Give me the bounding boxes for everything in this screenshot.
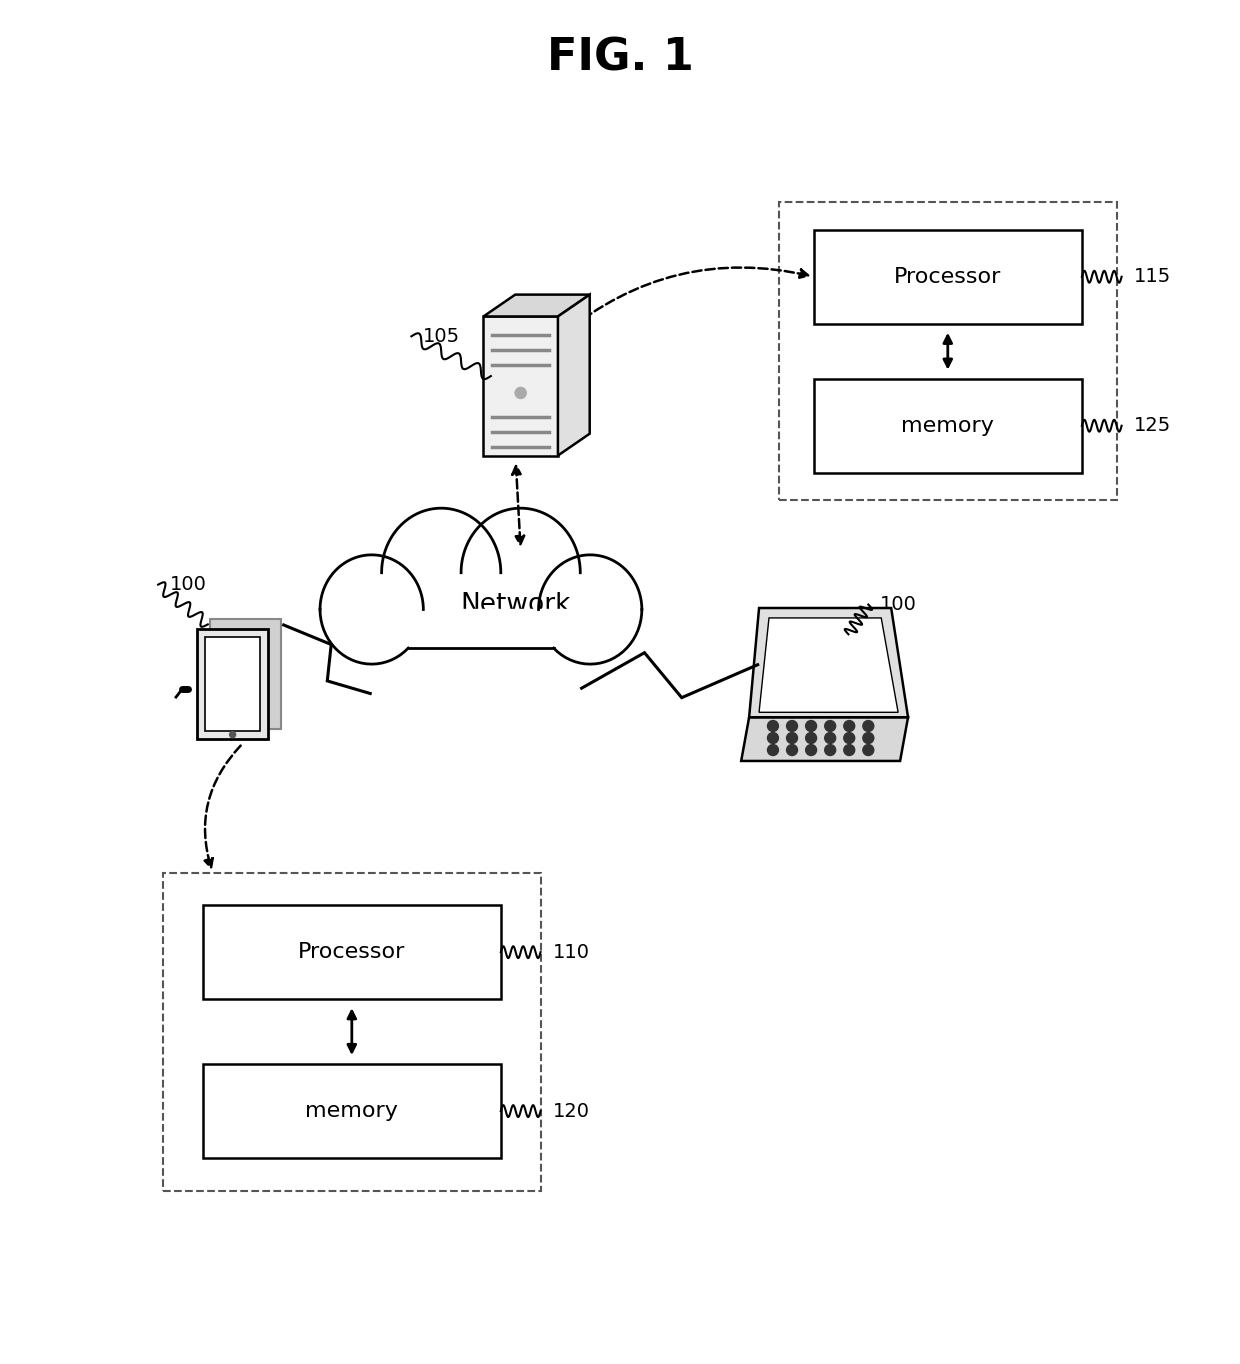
Text: 125: 125	[1133, 416, 1171, 435]
Polygon shape	[484, 295, 590, 316]
Circle shape	[825, 720, 836, 731]
Circle shape	[863, 732, 874, 743]
Circle shape	[806, 720, 817, 731]
Bar	[205, 637, 260, 731]
Polygon shape	[484, 316, 558, 456]
Text: 105: 105	[423, 327, 460, 346]
Polygon shape	[749, 608, 908, 717]
Text: memory: memory	[901, 416, 994, 435]
Bar	[813, 379, 1081, 473]
Circle shape	[843, 745, 854, 756]
Bar	[312, 610, 650, 689]
Circle shape	[863, 745, 874, 756]
Circle shape	[229, 731, 236, 738]
Circle shape	[768, 720, 779, 731]
Text: 100: 100	[880, 595, 918, 614]
Ellipse shape	[461, 509, 580, 637]
Bar	[203, 1064, 501, 1158]
Circle shape	[786, 720, 797, 731]
Text: Network: Network	[460, 592, 570, 618]
Circle shape	[515, 387, 526, 398]
Circle shape	[806, 745, 817, 756]
Polygon shape	[197, 629, 268, 739]
Circle shape	[825, 745, 836, 756]
Polygon shape	[558, 295, 590, 456]
Circle shape	[786, 745, 797, 756]
Text: FIG. 1: FIG. 1	[547, 37, 693, 79]
Polygon shape	[742, 717, 908, 761]
Bar	[813, 229, 1081, 323]
Circle shape	[843, 720, 854, 731]
Circle shape	[768, 732, 779, 743]
Ellipse shape	[320, 555, 423, 664]
Bar	[203, 904, 501, 1000]
Text: Processor: Processor	[894, 267, 1002, 286]
Circle shape	[806, 732, 817, 743]
Text: 115: 115	[1133, 267, 1171, 286]
Text: Processor: Processor	[298, 943, 405, 962]
Text: memory: memory	[305, 1101, 398, 1121]
Circle shape	[843, 732, 854, 743]
Ellipse shape	[538, 555, 642, 664]
Ellipse shape	[293, 525, 670, 724]
Bar	[779, 202, 1117, 501]
Text: 120: 120	[553, 1102, 589, 1121]
Circle shape	[863, 720, 874, 731]
Polygon shape	[210, 619, 281, 728]
Ellipse shape	[382, 509, 501, 637]
Circle shape	[768, 745, 779, 756]
Text: 100: 100	[170, 576, 207, 595]
Polygon shape	[759, 618, 898, 712]
Circle shape	[786, 732, 797, 743]
Circle shape	[825, 732, 836, 743]
Text: 110: 110	[553, 943, 589, 962]
Bar	[164, 873, 541, 1191]
